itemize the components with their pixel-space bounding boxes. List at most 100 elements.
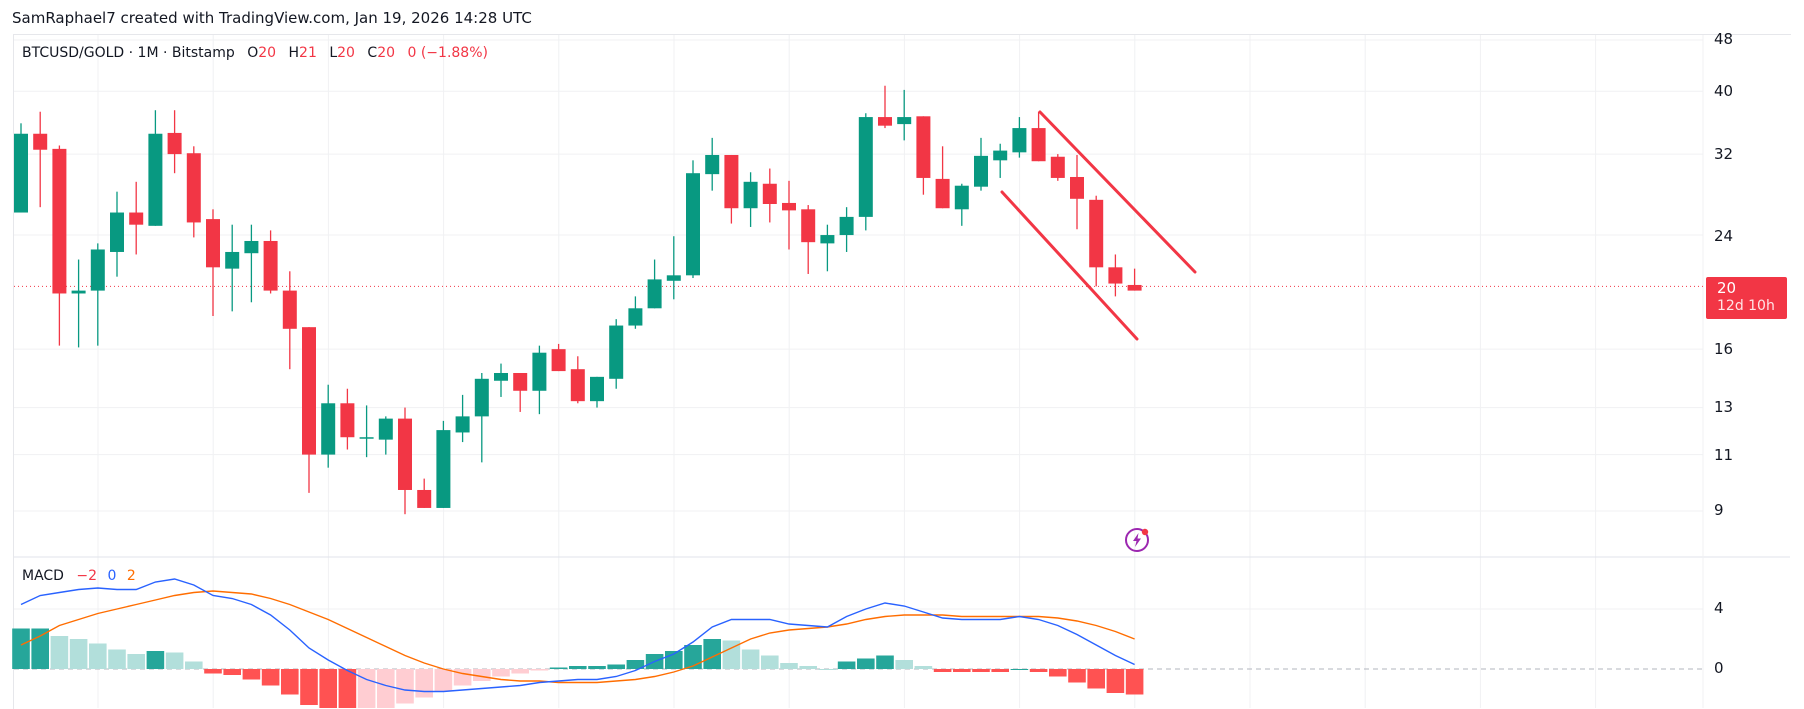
candle-body: [359, 437, 374, 439]
candle-body: [71, 290, 86, 294]
macd-histogram-bar: [473, 669, 491, 681]
candle-body: [878, 117, 892, 126]
macd-histogram-bar: [89, 643, 107, 669]
open-label: O: [247, 45, 259, 61]
candle-body: [532, 352, 547, 391]
macd-histogram-bar: [434, 669, 453, 692]
macd-histogram-bar: [357, 669, 376, 708]
candle-body: [398, 418, 412, 490]
macd-axis-label: 0: [1714, 659, 1724, 677]
macd-histogram-bar: [223, 669, 241, 675]
symbol-legend: BTCUSD/GOLD · 1M · Bitstamp O20 H21 L20 …: [22, 45, 488, 61]
chart-credit: SamRaphael7 created with TradingView.com…: [12, 9, 532, 27]
close-label: C: [367, 45, 378, 61]
price-axis-label: 16: [1714, 340, 1734, 358]
candle-body: [378, 418, 393, 440]
candle-body: [302, 327, 316, 455]
candle-body: [340, 403, 355, 438]
macd-histogram-bar: [818, 669, 837, 670]
candle-body: [609, 325, 624, 379]
macd-histogram-bar: [319, 669, 337, 708]
candle-body: [52, 148, 67, 294]
macd-histogram-bar: [741, 649, 760, 669]
macd-histogram-bar: [857, 658, 875, 669]
candle-body: [494, 372, 508, 381]
low-value: 20: [337, 45, 355, 61]
candle-body: [206, 219, 220, 268]
macd-histogram-bar: [1049, 669, 1067, 677]
candle-body: [897, 117, 912, 125]
candle-body: [974, 155, 988, 187]
macd-histogram-bar: [492, 669, 510, 677]
lightning-alert-icon[interactable]: [1124, 527, 1150, 553]
price-axis-label: 13: [1714, 398, 1734, 416]
price-axis-label: 40: [1714, 82, 1734, 100]
candle-body: [225, 251, 240, 269]
price-axis-label: 32: [1714, 145, 1734, 163]
candle-body: [916, 116, 931, 178]
chart-frame: [13, 34, 1791, 709]
macd-histogram-bar: [146, 651, 165, 669]
candle-body: [90, 249, 105, 291]
macd-histogram-bar: [1010, 669, 1029, 670]
macd-histogram-bar: [396, 669, 414, 704]
macd-signal-value: 2: [126, 568, 136, 584]
candle-body: [628, 308, 643, 326]
macd-hist-value: −2: [76, 568, 98, 584]
macd-axis-label: 4: [1714, 599, 1724, 617]
macd-histogram-bar: [914, 666, 933, 669]
candle-body: [551, 349, 566, 372]
bar-countdown: 12d 10h: [1717, 298, 1775, 314]
candle-body: [33, 133, 48, 150]
macd-histogram-bar: [415, 669, 433, 698]
symbol-title[interactable]: BTCUSD/GOLD · 1M · Bitstamp: [22, 45, 235, 61]
candle-body: [858, 117, 873, 217]
high-value: 21: [299, 45, 317, 61]
candle-body: [743, 181, 758, 209]
macd-histogram-bar: [1106, 669, 1125, 693]
candle-body: [1089, 199, 1104, 268]
candle-body: [14, 133, 28, 213]
macd-histogram-bar: [50, 636, 69, 669]
high-label: H: [288, 45, 300, 61]
candle-body: [993, 150, 1008, 161]
macd-histogram-bar: [69, 639, 88, 669]
channel-upper-trendline: [1038, 110, 1197, 274]
candle-body: [666, 275, 681, 281]
macd-histogram-bar: [837, 661, 856, 669]
candle-body: [724, 154, 739, 209]
candle-body: [282, 290, 297, 329]
candle-body: [513, 372, 528, 391]
price-axis-label: 48: [1714, 30, 1734, 48]
macd-histogram-bar: [972, 669, 990, 672]
candle-body: [263, 240, 278, 291]
macd-histogram-bar: [281, 669, 299, 695]
candle-body: [1031, 128, 1046, 162]
price-axis-label: 11: [1714, 446, 1734, 464]
candle-body: [244, 240, 259, 254]
candle-body: [686, 173, 700, 276]
price-axis-label: 24: [1714, 227, 1734, 245]
macd-histogram-bar: [261, 669, 280, 686]
candle-body: [148, 133, 163, 226]
macd-histogram-bar: [933, 669, 952, 672]
candle-body: [455, 416, 470, 433]
macd-histogram-bar: [626, 660, 645, 669]
candle-body: [839, 216, 854, 236]
close-value: 20: [377, 45, 396, 61]
macd-title[interactable]: MACD: [22, 568, 64, 584]
macd-histogram-bar: [338, 669, 357, 708]
candle-body: [1050, 156, 1065, 178]
macd-histogram-bar: [722, 640, 741, 669]
macd-histogram-bar: [549, 667, 568, 669]
macd-histogram-bar: [377, 669, 395, 708]
candle-body: [705, 154, 720, 175]
low-label: L: [329, 45, 338, 61]
candle-body: [801, 209, 816, 243]
candle-body: [590, 376, 604, 402]
candle-body: [782, 202, 796, 211]
macd-histogram-bar: [953, 669, 971, 672]
change-value: 0 (−1.88%): [407, 45, 488, 61]
last-price-value: 20: [1717, 279, 1737, 297]
